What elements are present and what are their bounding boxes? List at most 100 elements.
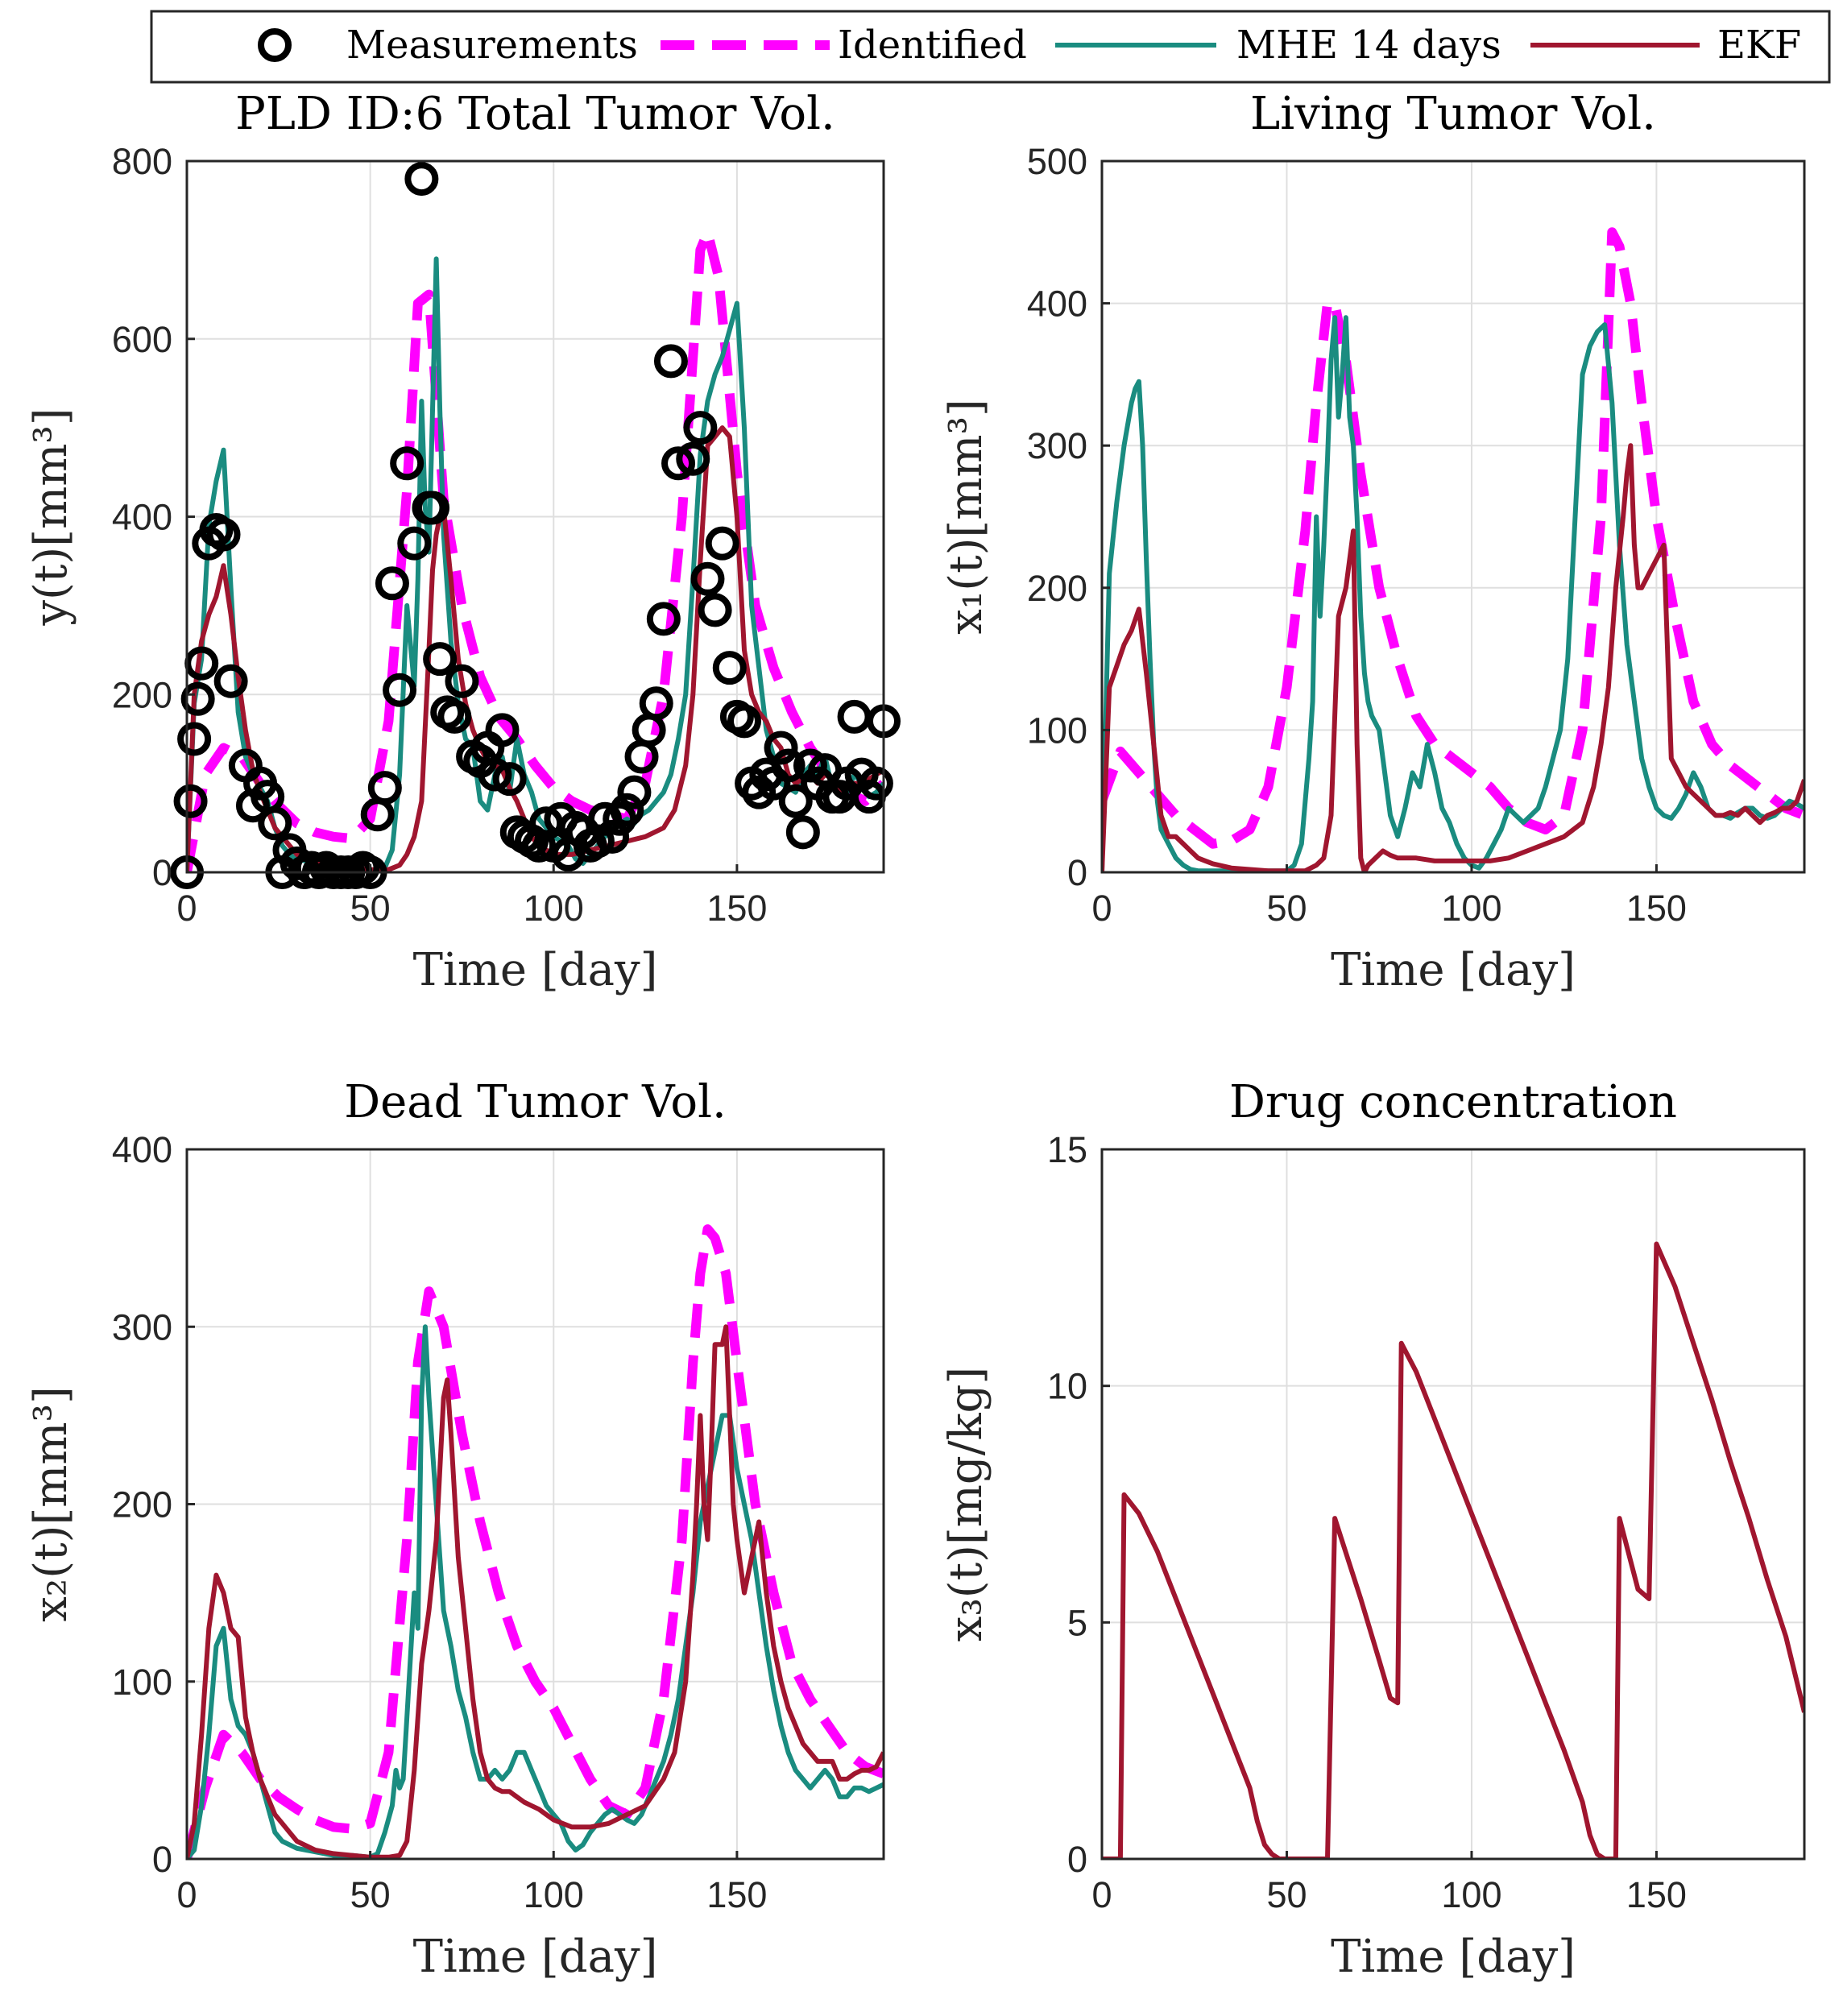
measurement-point (690, 561, 725, 596)
measurement-point (859, 766, 893, 801)
measurement-point (206, 517, 241, 552)
y-tick-label: 200 (112, 1484, 172, 1525)
y-tick-label: 100 (1027, 710, 1087, 751)
y-tick-label: 0 (1067, 1839, 1087, 1880)
plot-area (1102, 1149, 1804, 1859)
y-tick-label: 0 (1067, 852, 1087, 893)
y-tick-label: 400 (1027, 284, 1087, 325)
x-tick-label: 150 (1626, 1874, 1687, 1915)
chart-title: Dead Tumor Vol. (344, 1076, 727, 1128)
x-tick-label: 100 (524, 888, 584, 929)
panel-total-tumor-volume: 0 50 100 150 0 200 400 600 800 PLD ID:6 Total Tum… (25, 88, 901, 996)
legend-ekf-label: EKF (1717, 23, 1801, 68)
x-tick-label: 100 (1441, 888, 1501, 929)
measurement-point (478, 757, 512, 792)
series-identified (187, 1224, 884, 1859)
measurement-point (213, 664, 248, 698)
measurement-point (485, 713, 520, 747)
measurement-point (416, 491, 450, 525)
y-tick-label: 0 (152, 1839, 172, 1880)
x-tick-label: 50 (350, 888, 391, 929)
measurement-point (764, 731, 798, 765)
x-tick-label: 150 (1626, 888, 1687, 929)
x-axis-label: Time [day] (1331, 944, 1576, 996)
x-tick-label: 100 (524, 1874, 584, 1915)
y-tick-label: 15 (1047, 1129, 1087, 1170)
y-tick-label: 100 (112, 1662, 172, 1703)
measurement-point (367, 771, 402, 805)
measurement-point (793, 748, 827, 783)
measurement-point (383, 673, 417, 707)
series-mhe-14-days (1102, 315, 1804, 872)
panel-living-tumor-volume: 0 50 100 150 0 100 200 300 400 500 Living Tumor Vo… (940, 88, 1806, 996)
measurement-point (646, 602, 681, 636)
measurement-point (258, 806, 292, 841)
chart-title: PLD ID:6 Total Tumor Vol. (235, 88, 835, 140)
measurement-point (639, 686, 673, 721)
axes-box (1100, 159, 1806, 874)
series-ekf (1102, 443, 1804, 872)
legend: Measurements Identified MHE 14 days EKF (150, 10, 1831, 84)
measurement-point (661, 446, 696, 481)
series-ekf (187, 1324, 884, 1859)
y-tick-label: 300 (112, 1306, 172, 1347)
measurement-point (173, 784, 208, 818)
series-identified (187, 227, 884, 872)
y-tick-label: 800 (112, 141, 172, 182)
x-tick-label: 50 (1266, 888, 1307, 929)
measurement-point (676, 441, 710, 476)
measurement-point (492, 762, 527, 797)
series-ekf (1102, 1241, 1804, 1859)
x-tick-label: 0 (1091, 888, 1112, 929)
y-axis-label: x₂(t)[mm³] (25, 1386, 77, 1622)
measurement-point (404, 162, 439, 197)
measurement-point (698, 593, 732, 627)
x-tick-label: 50 (350, 1874, 391, 1915)
y-axis-label: x₃(t)[mg/kg] (940, 1367, 992, 1642)
measurement-point (771, 748, 806, 783)
measurement-point (712, 651, 747, 685)
y-tick-label: 200 (1027, 568, 1087, 609)
y-tick-label: 500 (1027, 141, 1087, 182)
plot-area (1102, 161, 1804, 872)
legend-meas-marker (258, 28, 292, 62)
measurement-point (705, 526, 739, 561)
y-tick-label: 0 (152, 852, 172, 893)
measurement-point (653, 344, 688, 379)
x-axis-label: Time [day] (413, 1931, 658, 1983)
measurement-point (423, 642, 458, 677)
plot-data (1102, 1241, 1804, 1859)
measurement-point (437, 699, 472, 734)
x-tick-label: 100 (1441, 1874, 1501, 1915)
measurement-point (390, 446, 425, 481)
y-tick-label: 400 (112, 497, 172, 538)
axes-box (1100, 1148, 1806, 1861)
measurement-point (595, 819, 630, 854)
x-tick-label: 0 (176, 888, 197, 929)
x-axis-label: Time [day] (413, 944, 658, 996)
measurement-point (610, 793, 644, 827)
plot-data (1102, 227, 1804, 872)
measurement-point (177, 722, 212, 756)
x-axis-label: Time [day] (1331, 1931, 1576, 1983)
x-tick-label: 0 (176, 1874, 197, 1915)
y-tick-label: 300 (1027, 425, 1087, 466)
legend-meas-label: Measurements (346, 23, 638, 68)
measurement-point (778, 784, 813, 818)
y-tick-label: 10 (1047, 1366, 1087, 1407)
series-identified (1102, 227, 1804, 849)
x-tick-label: 150 (706, 1874, 767, 1915)
legend-ident-label: Identified (838, 23, 1027, 68)
panel-dead-tumor-volume: 0 50 100 150 0 100 200 300 400 Dead Tumor Vol. Tim… (25, 1076, 885, 1983)
panel-drug-concentration: 0 50 100 150 0 5 10 15 Drug concentration Time [d… (940, 1076, 1806, 1983)
x-tick-label: 50 (1266, 1874, 1307, 1915)
plot-data (187, 1224, 884, 1859)
measurement-point (683, 411, 718, 445)
x-tick-label: 150 (706, 888, 767, 929)
measurement-point (617, 775, 652, 809)
y-tick-label: 400 (112, 1129, 172, 1170)
y-axis-label: y(t)[mm³] (25, 408, 77, 626)
y-axis-label: x₁(t)[mm³] (940, 399, 992, 635)
chart-title: Drug concentration (1229, 1076, 1677, 1128)
